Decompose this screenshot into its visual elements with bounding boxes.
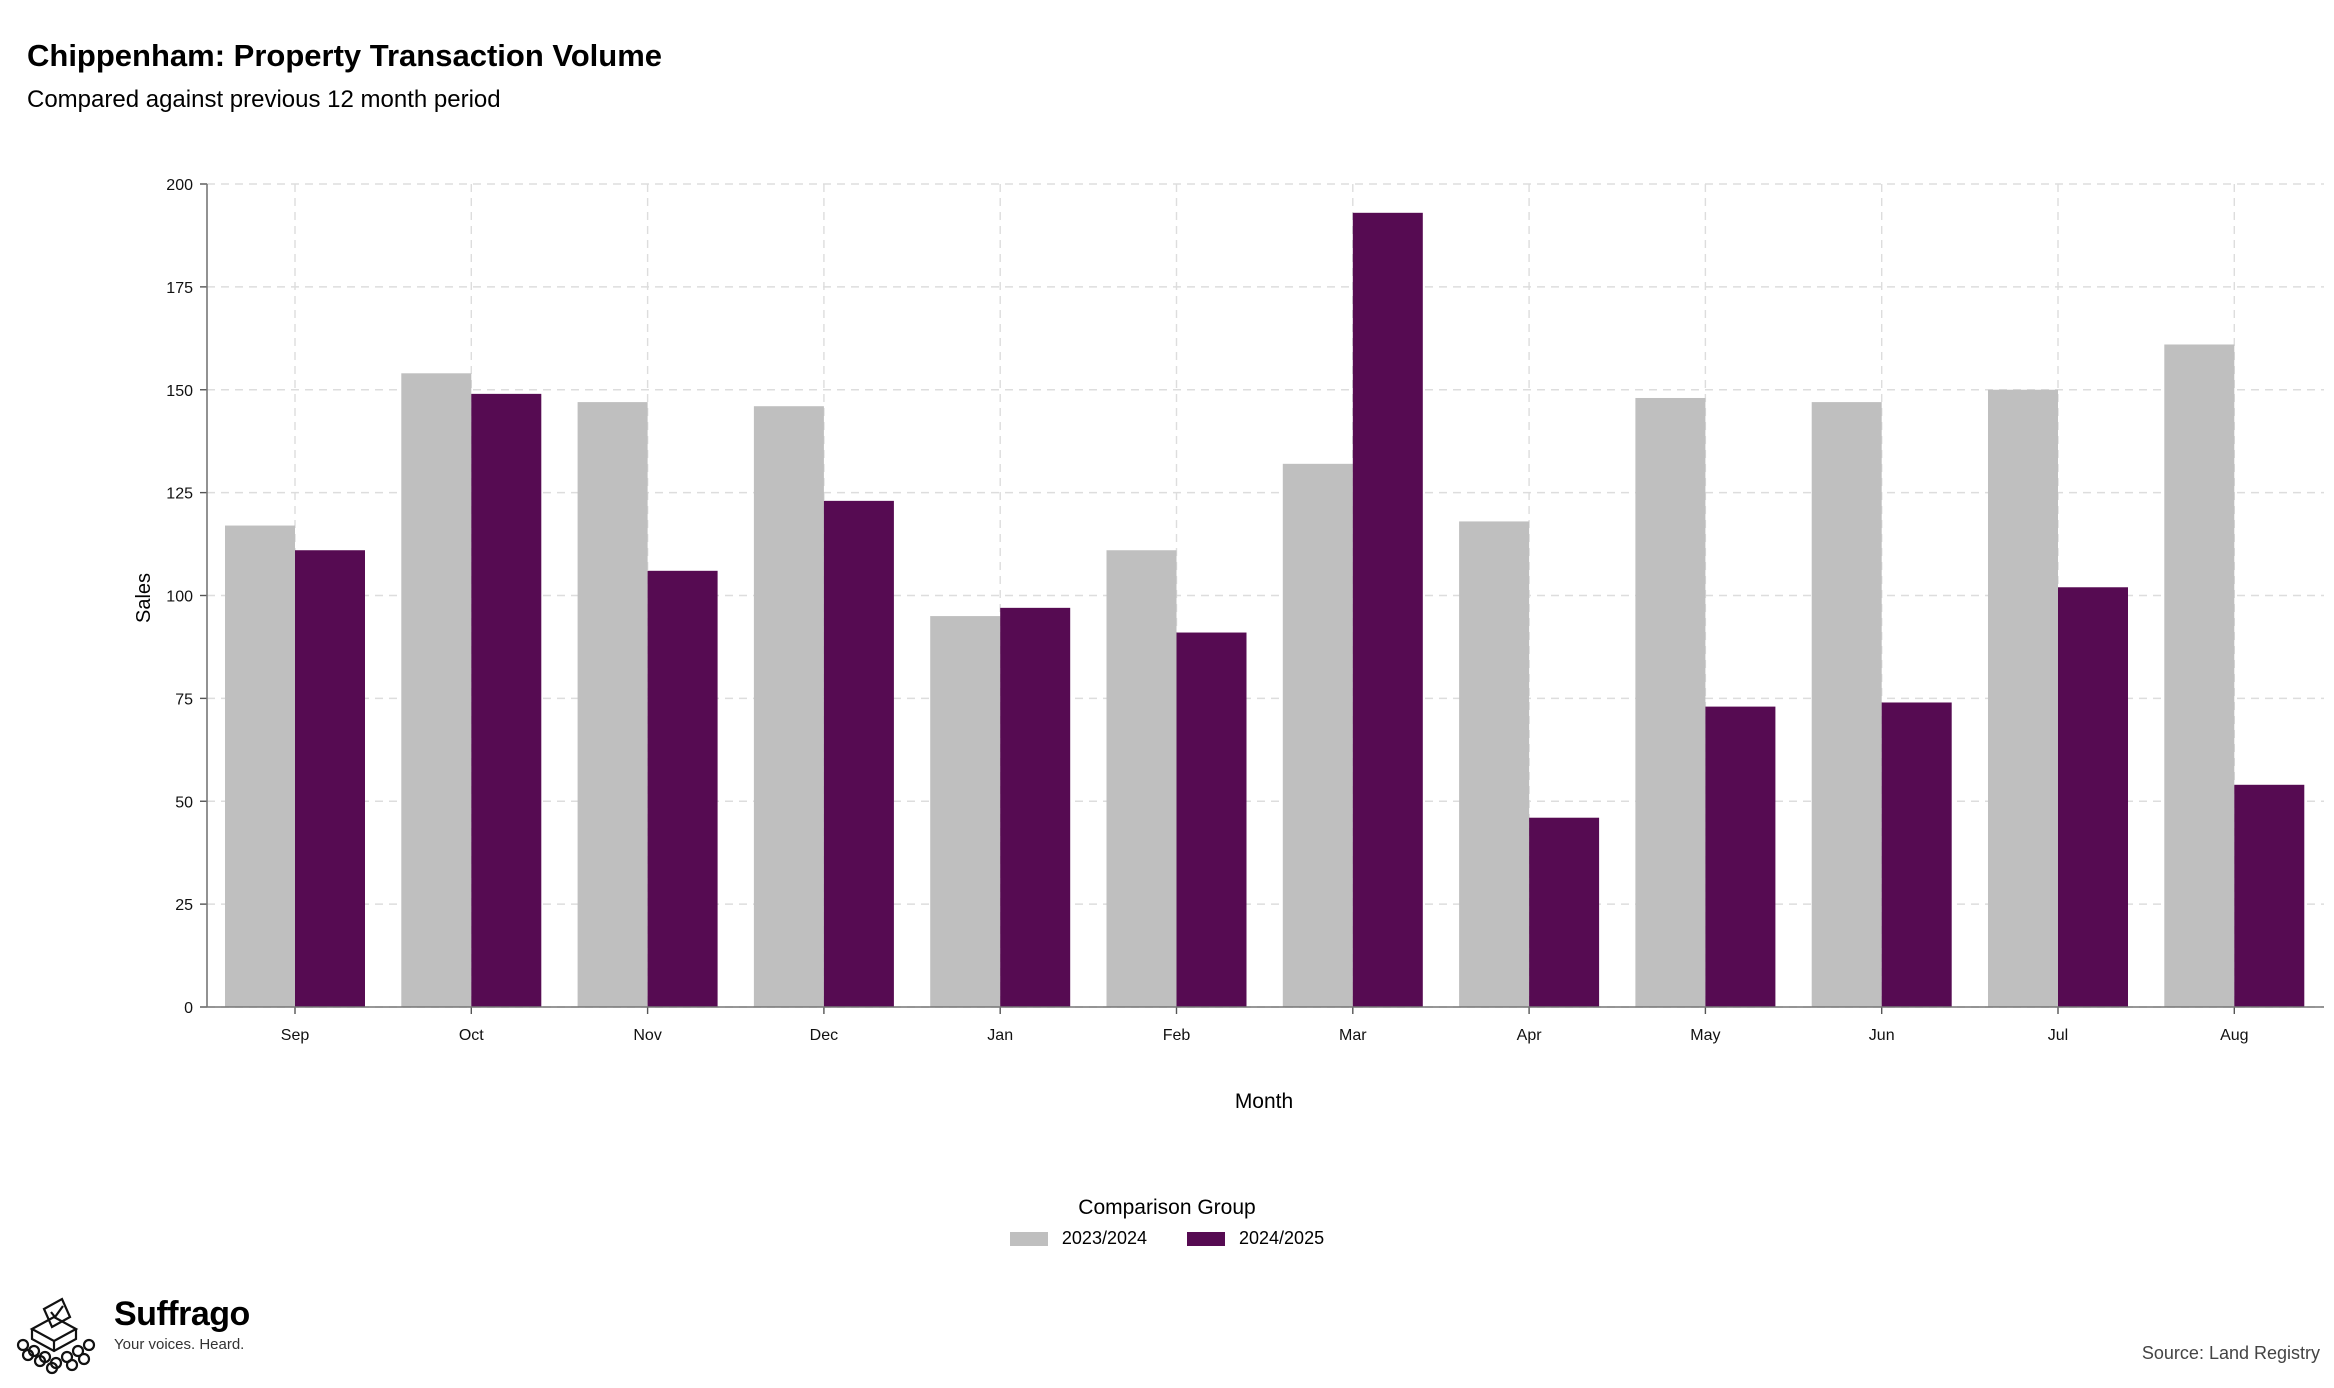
legend-item-2023-2024: 2023/2024 bbox=[1009, 1228, 1147, 1249]
bar-2023-2024-dec bbox=[753, 406, 824, 1008]
y-tick-label: 25 bbox=[175, 897, 193, 914]
y-tick-labels: 0 25 50 75 100 125 150 175 200 bbox=[166, 177, 193, 1017]
x-tick-label: Sep bbox=[281, 1027, 310, 1044]
x-tick-label: Jul bbox=[2048, 1027, 2068, 1044]
x-tick-label: Dec bbox=[810, 1027, 838, 1044]
chart-subtitle: Compared against previous 12 month perio… bbox=[27, 86, 501, 113]
bar-2024-2025-jun bbox=[1881, 702, 1952, 1007]
x-tick-label: Jan bbox=[987, 1027, 1013, 1044]
y-tick-label: 100 bbox=[166, 589, 193, 606]
bar-2023-2024-nov bbox=[577, 402, 648, 1008]
bar-2023-2024-sep bbox=[225, 525, 295, 1007]
bar-2024-2025-aug bbox=[2234, 784, 2305, 1007]
bar-2023-2024-oct bbox=[401, 373, 472, 1007]
bar-2024-2025-sep bbox=[295, 550, 365, 1007]
bar-2023-2024-feb bbox=[1106, 550, 1177, 1007]
legend-swatch-2023-2024 bbox=[1009, 1231, 1048, 1246]
bar-2023-2024-may bbox=[1635, 397, 1706, 1008]
bar-2024-2025-oct bbox=[471, 393, 542, 1007]
y-tick-label: 125 bbox=[166, 486, 193, 503]
x-tick-labels: Sep Oct Nov Dec Jan Feb Mar Apr May Jun Jul Aug bbox=[281, 1027, 2249, 1044]
bar-2023-2024-mar bbox=[1282, 463, 1353, 1007]
bar-chart: 0 25 50 75 100 125 150 175 200 Sep Oct Nov Dec Jan Fe… bbox=[133, 177, 2324, 1113]
axes bbox=[200, 183, 2324, 1014]
y-tick-label: 50 bbox=[175, 794, 193, 811]
logo-name: Suffrago bbox=[114, 1295, 250, 1333]
x-tick-label: Feb bbox=[1163, 1027, 1191, 1044]
logo-tagline: Your voices. Heard. bbox=[114, 1336, 245, 1353]
bars bbox=[225, 212, 2305, 1008]
legend-label-2023-2024: 2023/2024 bbox=[1061, 1228, 1147, 1248]
y-axis-label: Sales bbox=[133, 573, 155, 623]
x-tick-label: Mar bbox=[1339, 1027, 1367, 1044]
x-axis-label: Month bbox=[1235, 1090, 1293, 1113]
y-tick-label: 175 bbox=[166, 280, 193, 297]
x-tick-label: Nov bbox=[633, 1027, 661, 1044]
bar-2024-2025-jul bbox=[2058, 587, 2128, 1007]
bar-2024-2025-dec bbox=[823, 500, 894, 1007]
x-tick-label: Aug bbox=[2220, 1027, 2248, 1044]
bar-2023-2024-jan bbox=[930, 616, 1001, 1007]
x-tick-label: Apr bbox=[1517, 1027, 1543, 1044]
source-note: Source: Land Registry bbox=[2141, 1343, 2320, 1363]
bar-2024-2025-nov bbox=[647, 570, 718, 1007]
legend-swatch-2024-2025 bbox=[1187, 1231, 1225, 1246]
suffrago-logo: Suffrago Your voices. Heard. bbox=[14, 1295, 250, 1375]
chart-title: Chippenham: Property Transaction Volume bbox=[27, 38, 663, 73]
x-tick-label: May bbox=[1690, 1027, 1720, 1044]
x-tick-label: Jun bbox=[1869, 1027, 1895, 1044]
legend-item-2024-2025: 2024/2025 bbox=[1187, 1228, 1324, 1249]
x-tick-label: Oct bbox=[459, 1027, 484, 1044]
y-tick-label: 200 bbox=[166, 177, 193, 194]
y-tick-label: 75 bbox=[175, 691, 193, 708]
y-tick-label: 150 bbox=[166, 383, 193, 400]
legend-label-2024-2025: 2024/2025 bbox=[1239, 1228, 1325, 1248]
bar-2023-2024-apr bbox=[1459, 521, 1530, 1007]
ballot-box-icon bbox=[16, 1297, 96, 1375]
bar-2024-2025-apr bbox=[1529, 817, 1600, 1007]
bar-2024-2025-mar bbox=[1352, 212, 1423, 1007]
legend: Comparison Group 2023/2024 2024/2025 bbox=[0, 1196, 2334, 1249]
bar-2024-2025-may bbox=[1705, 706, 1776, 1007]
y-tick-label: 0 bbox=[184, 1000, 193, 1017]
bar-2024-2025-feb bbox=[1176, 632, 1247, 1007]
bar-2024-2025-jan bbox=[1000, 607, 1071, 1007]
bar-2023-2024-jul bbox=[1988, 389, 2058, 1007]
legend-title: Comparison Group bbox=[1078, 1196, 1256, 1219]
bar-2023-2024-jun bbox=[1811, 402, 1882, 1008]
bar-2023-2024-aug bbox=[2164, 344, 2235, 1007]
